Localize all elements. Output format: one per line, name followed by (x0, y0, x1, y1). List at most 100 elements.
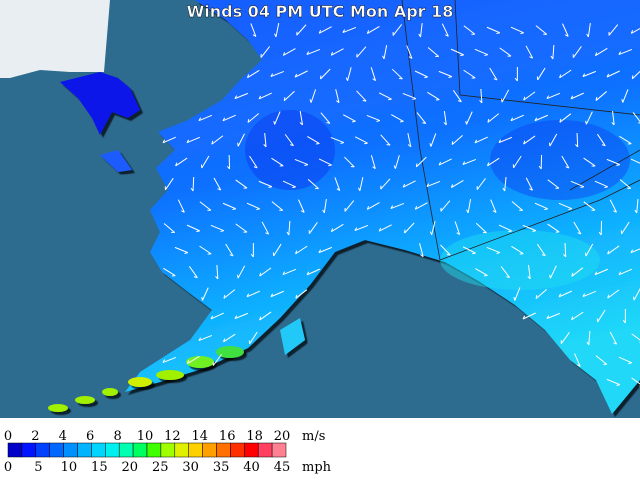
wind-arrow (162, 356, 177, 364)
wind-arrow (523, 135, 536, 145)
color-swatch (132, 442, 148, 458)
wind-arrow (463, 69, 476, 79)
wind-arrow (273, 111, 281, 125)
wind-arrow (558, 290, 572, 298)
color-swatch (202, 442, 217, 458)
wind-arrow (274, 23, 280, 38)
wind-arrow (356, 90, 367, 102)
ms-label: 6 (86, 429, 94, 444)
wind-arrow (213, 177, 222, 191)
wind-arrow (561, 155, 570, 169)
wind-arrow (284, 134, 294, 147)
wind-arrow (175, 157, 188, 167)
wind-arrow (222, 202, 237, 211)
wind-arrow (426, 180, 441, 188)
wind-arrow (356, 46, 367, 58)
wind-arrow (631, 70, 640, 80)
wind-arrow (250, 242, 254, 258)
wind-arrow (514, 66, 518, 82)
wind-arrow (622, 308, 626, 324)
wind-arrow (462, 158, 477, 166)
wind-arrow (454, 221, 461, 236)
wind-arrow (246, 69, 260, 79)
wind-arrow (598, 220, 603, 236)
wind-arrow (260, 46, 271, 58)
wind-arrow (582, 290, 597, 298)
color-swatch (35, 442, 50, 458)
wind-arrow (450, 179, 464, 189)
wind-arrow (380, 134, 391, 146)
wind-arrow (294, 70, 308, 78)
wind-arrow (571, 311, 584, 321)
borders (401, 0, 640, 261)
mph-unit: mph (302, 460, 332, 475)
ms-label: 0 (4, 429, 12, 444)
wind-arrow (263, 132, 267, 148)
kodiak (280, 318, 305, 355)
wind-arrow (585, 111, 593, 125)
mph-label: 5 (34, 460, 42, 475)
wind-arrow (466, 199, 472, 214)
color-swatch (7, 442, 23, 458)
wind-arrow (270, 290, 284, 298)
wind-arrow (199, 201, 212, 211)
ms-label: 2 (31, 429, 39, 444)
wind-arrow (286, 220, 291, 236)
color-swatch (91, 442, 106, 458)
wind-arrow (357, 177, 364, 192)
wind-arrow (582, 70, 597, 78)
wind-arrow (630, 158, 640, 164)
ms-label: 10 (137, 429, 154, 444)
wind-arrow (402, 180, 416, 188)
wind-arrow (513, 287, 521, 301)
color-swatch (105, 442, 120, 458)
wind-arrow (306, 48, 321, 56)
wind-arrow (402, 92, 417, 100)
wind-arrow (246, 202, 260, 211)
wind-arrow (320, 112, 331, 124)
wind-arrow (237, 265, 246, 279)
wind-arrow (307, 178, 319, 190)
wind-arrow (631, 377, 640, 387)
wind-arrow (594, 180, 608, 189)
wind-arrow (282, 48, 296, 56)
wind-arrow (416, 112, 427, 124)
wind-arrow (546, 92, 561, 100)
wind-arrow (490, 199, 497, 213)
mph-label: 0 (4, 460, 12, 475)
wind-arrow (259, 311, 272, 321)
wind-arrow (498, 224, 512, 233)
wind-arrow (258, 92, 272, 100)
color-swatch (49, 442, 64, 458)
wind-arrow (606, 378, 621, 387)
wind-arrow (342, 26, 357, 34)
wind-arrow (294, 158, 309, 166)
wind-arrow (259, 267, 272, 277)
wind-arrow (163, 223, 176, 234)
wind-arrow (249, 155, 258, 169)
wind-arrow (463, 25, 476, 35)
wind-arrow (574, 353, 581, 367)
wind-arrow (537, 243, 546, 257)
wind-arrow (296, 24, 307, 36)
wind-arrow (583, 157, 596, 167)
wind-arrow (451, 134, 463, 146)
wind-arrow (584, 243, 594, 257)
color-swatch (230, 442, 245, 458)
wind-arrow (479, 88, 483, 104)
wind-arrow (560, 332, 570, 344)
wind-arrow (570, 180, 585, 189)
wind-arrow (366, 114, 381, 122)
wind-arrow (586, 330, 591, 346)
wind-arrow (198, 334, 213, 342)
wind-arrow (462, 246, 476, 255)
wind-arrow (418, 22, 423, 38)
wind-arrow (354, 136, 368, 145)
wind-arrow (594, 47, 608, 57)
wind-arrow (406, 45, 413, 59)
mph-label: 15 (91, 460, 108, 475)
wind-arrow (583, 201, 596, 211)
wind-arrow (309, 89, 317, 103)
wind-arrow (606, 158, 621, 167)
